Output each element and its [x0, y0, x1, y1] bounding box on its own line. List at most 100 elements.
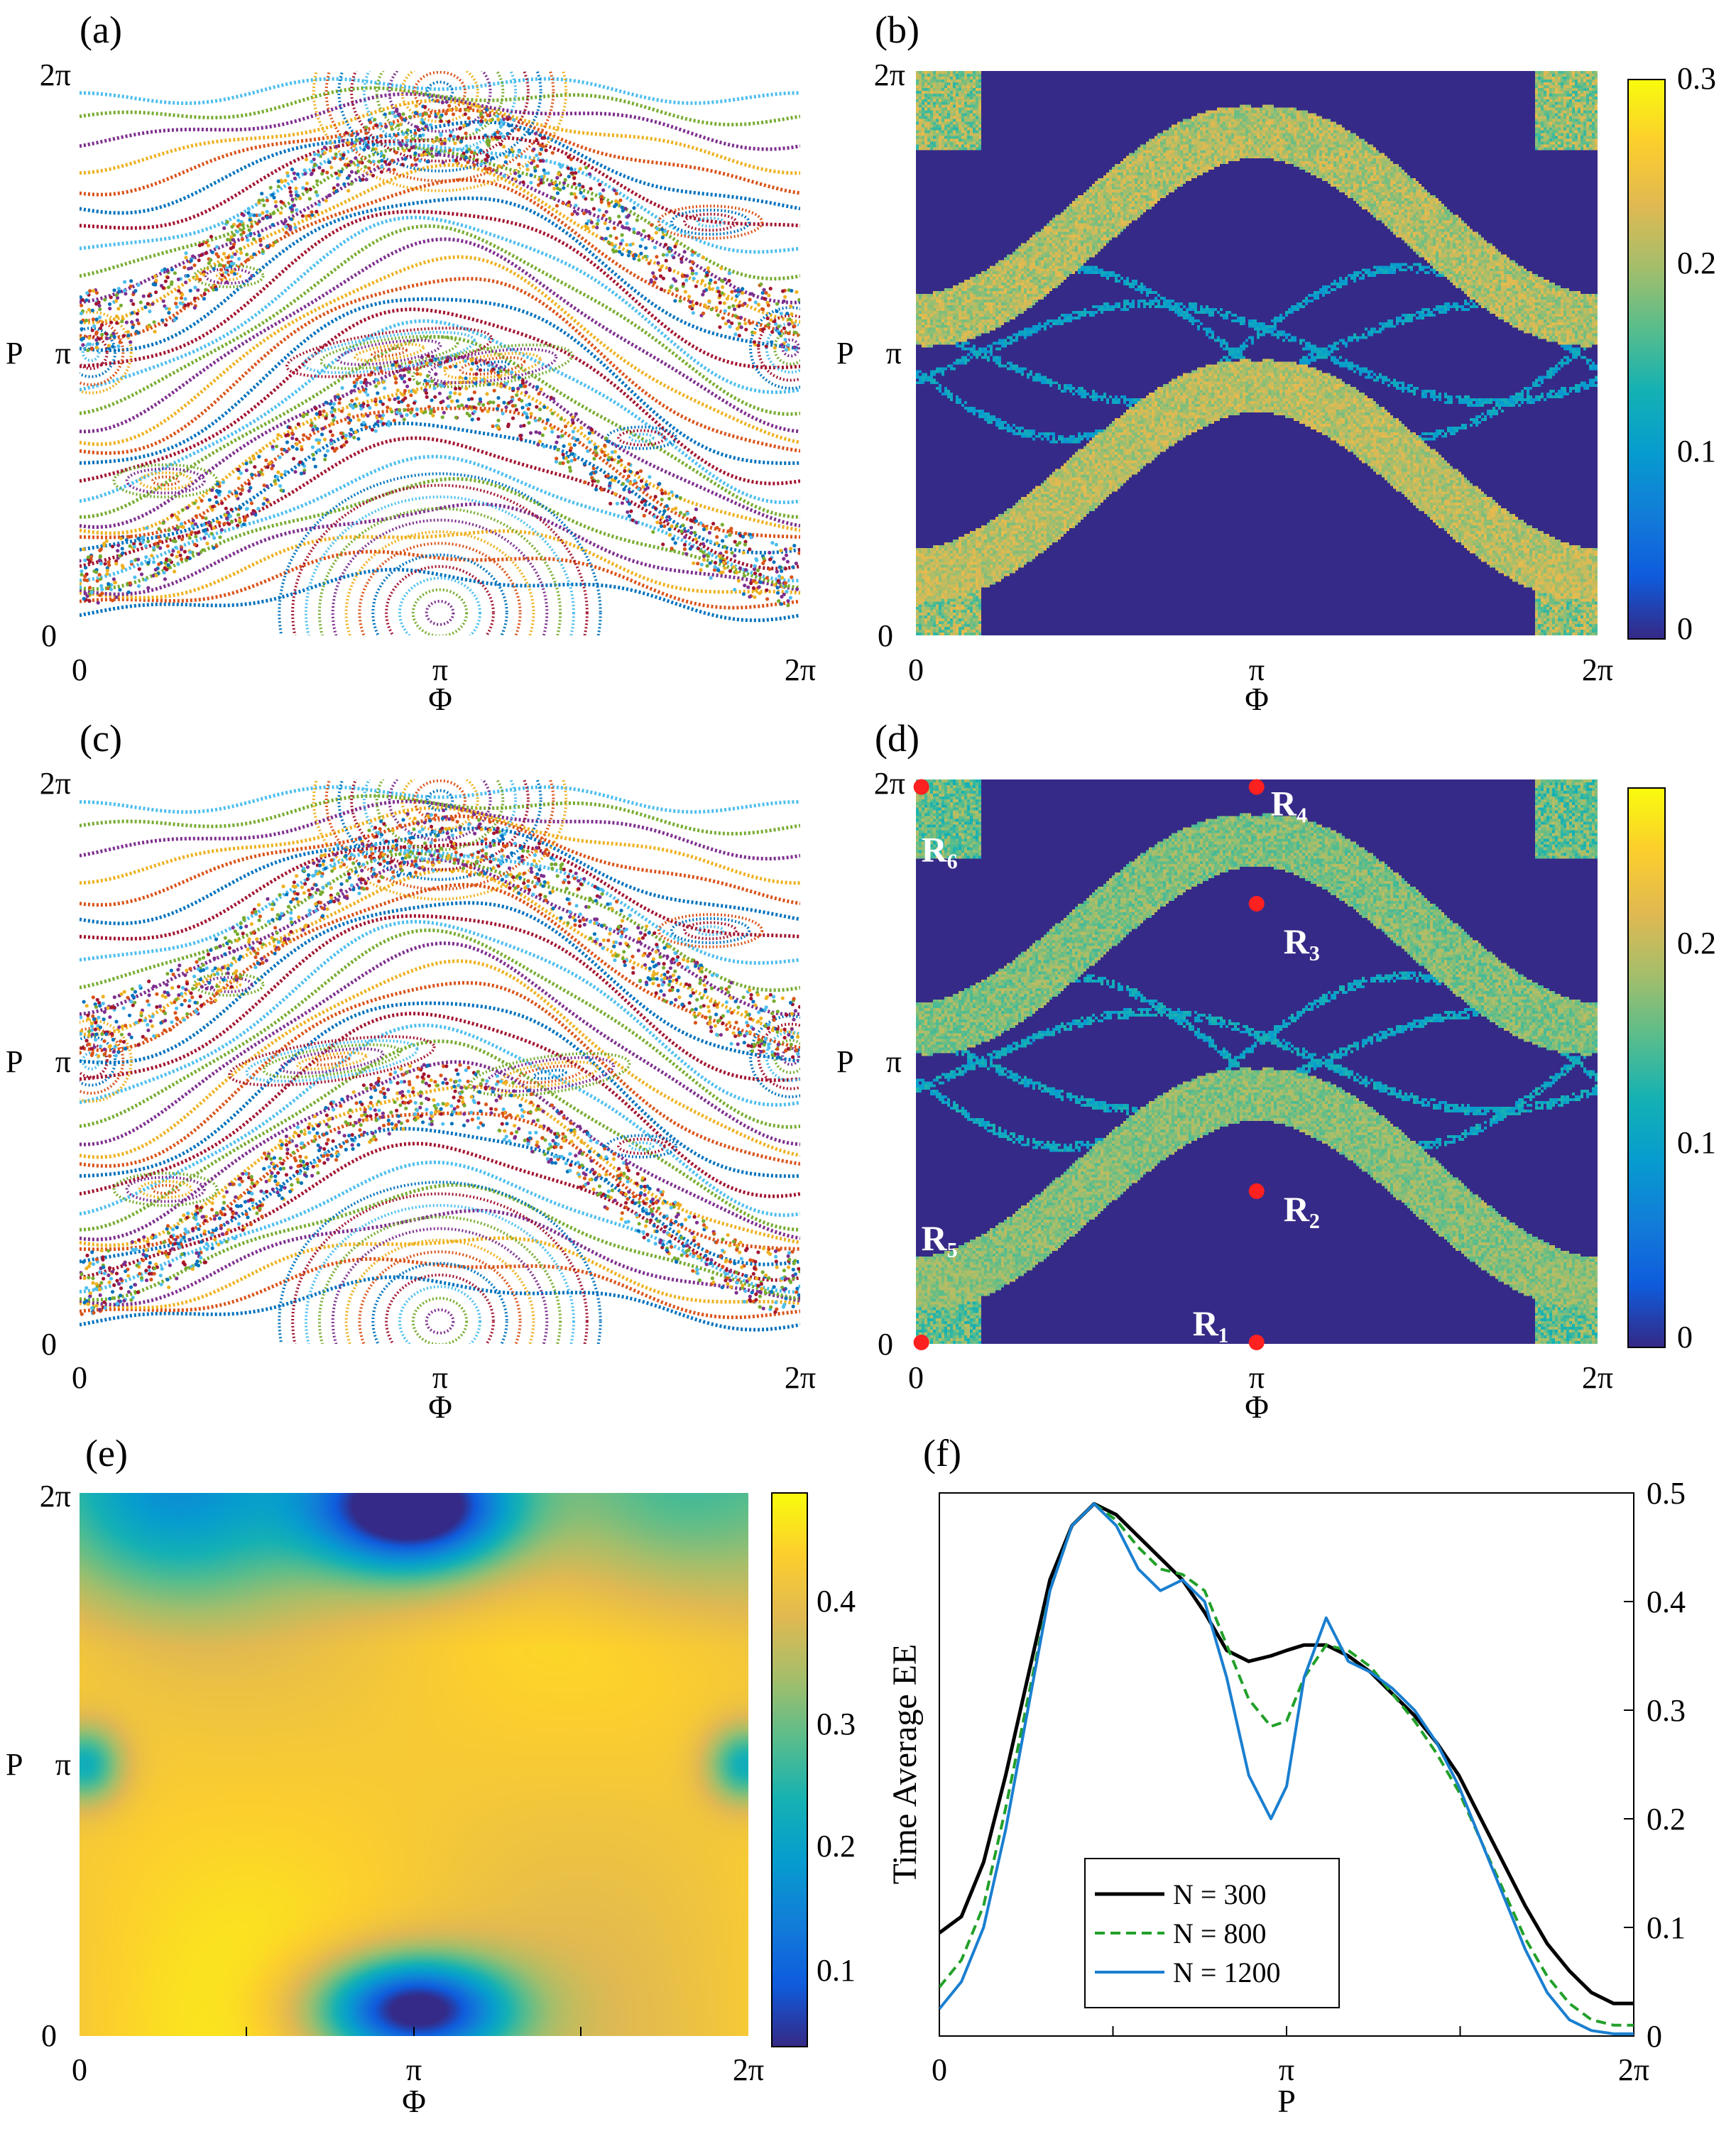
chaotic-point [89, 554, 94, 559]
chaotic-point [152, 984, 156, 988]
chaotic-point [718, 300, 722, 305]
chaotic-point [594, 899, 598, 903]
chaotic-point [246, 211, 251, 215]
chaotic-point [700, 278, 705, 283]
orbit [80, 1023, 800, 1217]
chaotic-point [685, 1244, 690, 1248]
chaotic-point [334, 144, 339, 149]
chaotic-point [100, 591, 104, 596]
chaotic-point [789, 547, 793, 551]
chaotic-point [643, 487, 648, 491]
chaotic-point [766, 1026, 770, 1030]
chaotic-point [672, 1205, 676, 1209]
chaotic-point [779, 312, 783, 316]
chaotic-point [314, 190, 318, 195]
chaotic-point [575, 212, 579, 216]
chaotic-point [300, 214, 305, 218]
chaotic-point [397, 112, 402, 116]
chaotic-point [612, 1152, 616, 1156]
chaotic-point [748, 1030, 752, 1034]
chaotic-point [407, 370, 411, 374]
chaotic-point [454, 415, 459, 420]
chaotic-point [175, 1225, 179, 1230]
chaotic-point [797, 1005, 800, 1009]
chaotic-point [107, 302, 112, 306]
chaotic-point [527, 1088, 531, 1093]
chaotic-point [530, 1149, 535, 1154]
chaotic-point [762, 288, 766, 292]
chaotic-point [271, 918, 275, 922]
orbit [80, 1183, 800, 1302]
chaotic-point [446, 857, 450, 861]
chaotic-point [538, 152, 542, 156]
chaotic-point [792, 1017, 796, 1022]
chaotic-point [332, 1107, 336, 1112]
chaotic-point [656, 261, 660, 265]
colorbar-tick-d-0: 0 [1677, 1320, 1693, 1355]
chaotic-point [212, 956, 217, 961]
chaotic-point [334, 447, 339, 451]
chaotic-point [662, 993, 666, 997]
chaotic-point [528, 1131, 533, 1135]
chaotic-point [518, 1103, 523, 1107]
chaotic-point [97, 573, 102, 577]
chaotic-point [349, 170, 354, 174]
chaotic-point [247, 481, 251, 486]
chaotic-point [387, 1132, 391, 1136]
chaotic-point [408, 377, 412, 382]
y-tick-label-f: 0.3 [1647, 1693, 1686, 1728]
orbit [80, 549, 800, 610]
chaotic-point [572, 176, 577, 180]
chaotic-point [87, 1042, 91, 1046]
chaotic-point [315, 209, 319, 214]
chaotic-point [239, 1204, 244, 1208]
chaotic-point [513, 1136, 517, 1140]
chaotic-point [176, 562, 180, 567]
chaotic-point [661, 1201, 665, 1205]
chaotic-point [695, 997, 699, 1002]
chaotic-point [146, 1240, 150, 1244]
chaotic-point [751, 1027, 755, 1031]
chaotic-point [681, 282, 686, 286]
chaotic-point [104, 332, 109, 336]
chaotic-point [202, 956, 206, 960]
chaotic-point [400, 868, 405, 872]
chaotic-point [293, 176, 297, 180]
chaotic-point [155, 1005, 159, 1009]
chaotic-point [239, 1176, 243, 1181]
chaotic-point [728, 533, 732, 537]
chaotic-point [774, 1259, 778, 1264]
chaotic-point [757, 585, 761, 589]
chaotic-point [667, 527, 672, 532]
chaotic-point [244, 461, 249, 466]
chaotic-point [322, 146, 327, 150]
chaotic-point [346, 189, 351, 193]
chaotic-point [360, 842, 365, 846]
x-tick-0-e: 0 [72, 2052, 87, 2087]
chaotic-point [785, 1013, 789, 1017]
chaotic-point [239, 471, 243, 476]
chaotic-point [452, 858, 457, 862]
chaotic-point [790, 312, 794, 317]
chaotic-point [454, 1068, 459, 1072]
chaotic-point [133, 575, 137, 579]
orbit [80, 436, 800, 571]
chaotic-point [271, 223, 275, 227]
chaotic-point [599, 942, 603, 946]
chaotic-point [138, 300, 143, 305]
chaotic-point [713, 1024, 718, 1028]
chaotic-point [455, 819, 459, 824]
x-label-d: Φ [1245, 1389, 1269, 1425]
chaotic-point [163, 1028, 167, 1032]
chaotic-point [464, 144, 469, 148]
chaotic-point [734, 1020, 738, 1024]
chaotic-point [152, 1271, 156, 1276]
y-tick-label-f: 0.4 [1647, 1585, 1686, 1619]
chaotic-point [491, 367, 496, 371]
orbit [371, 553, 508, 635]
chaotic-point [137, 1261, 141, 1265]
chaotic-point [344, 853, 348, 858]
chaotic-point [107, 563, 111, 567]
chaotic-point [144, 1269, 148, 1273]
